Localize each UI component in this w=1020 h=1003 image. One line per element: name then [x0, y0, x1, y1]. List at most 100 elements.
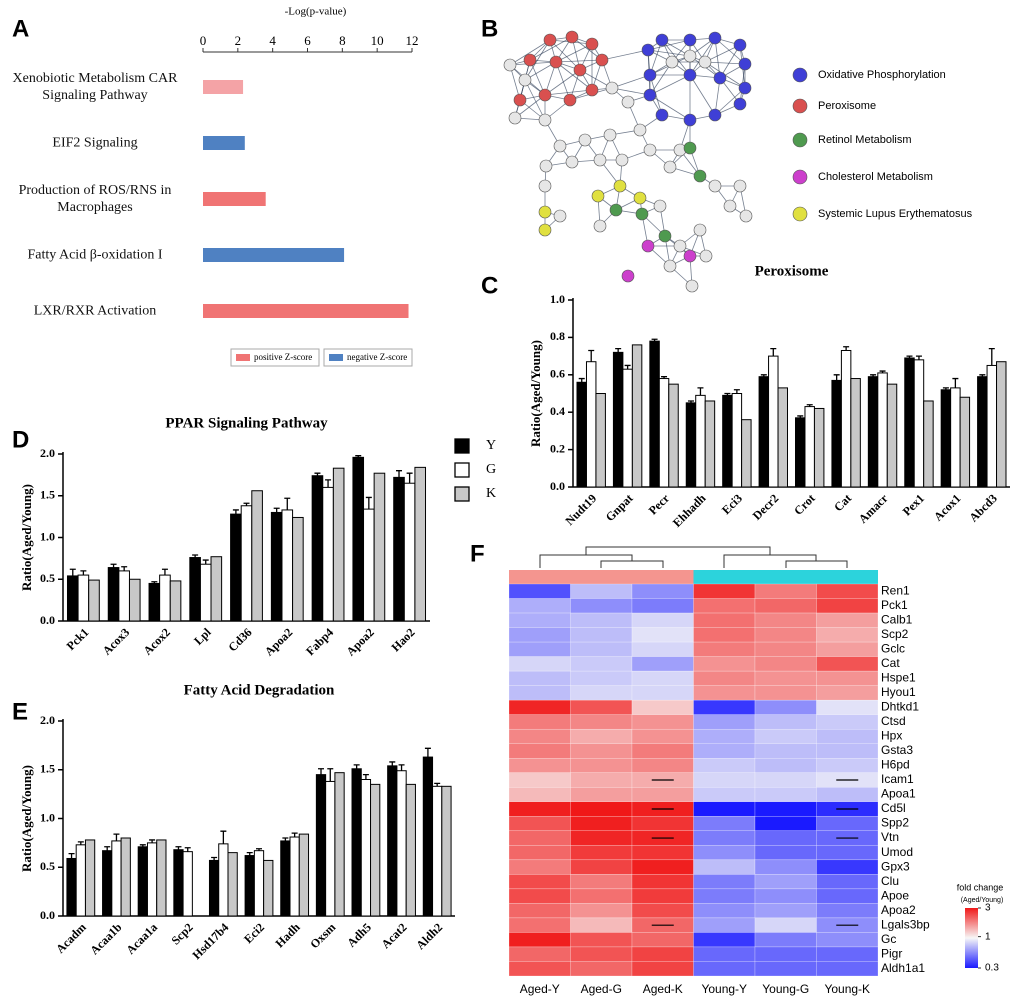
heatmap-cell	[754, 830, 817, 846]
bar	[218, 843, 229, 917]
bar	[210, 556, 223, 622]
network-node	[538, 179, 552, 193]
x-axis-title: -Log(p-value)	[285, 6, 347, 18]
bar	[66, 857, 77, 917]
network-node	[713, 71, 727, 85]
network-edge	[611, 87, 651, 96]
error-bar	[314, 472, 321, 476]
network-node	[698, 55, 712, 69]
network-edge	[555, 43, 593, 63]
heatmap-cell	[693, 932, 756, 948]
y-tick-label: 0.0	[550, 479, 565, 493]
legend-swatch	[454, 438, 470, 454]
x-tick-label: Pck1	[64, 625, 92, 653]
error-bar	[588, 349, 595, 362]
x-tick-label: Ehhadh	[670, 491, 709, 530]
network-node	[553, 139, 567, 153]
bar	[704, 400, 716, 488]
error-bar	[879, 370, 886, 373]
legend-swatch	[454, 462, 470, 478]
heatmap-cell	[816, 961, 879, 977]
error-bar	[979, 374, 986, 377]
network-node	[633, 123, 647, 137]
network-edge	[704, 44, 741, 63]
legend-label: G	[486, 462, 496, 477]
heatmap-cell	[508, 598, 571, 614]
row-label: Gsta3	[881, 743, 913, 757]
heatmap-cell	[693, 743, 756, 759]
heatmap-cell	[816, 641, 879, 657]
legend-box	[323, 348, 413, 367]
y-tick-label: 1.5	[40, 762, 55, 776]
bar	[203, 248, 345, 262]
network-node	[693, 223, 707, 237]
network-edge	[571, 36, 603, 61]
heatmap-cell	[508, 787, 571, 802]
network-node	[593, 153, 607, 167]
colorbar-title: fold change	[957, 882, 1004, 892]
heatmap-cell	[570, 612, 633, 628]
y-axis-title: Ratio(Aged/Young)	[528, 340, 543, 447]
heatmap-cell	[508, 888, 571, 904]
heatmap-cell	[754, 627, 817, 643]
row-label: Hyou1	[881, 685, 916, 699]
heatmap-cell	[508, 583, 571, 599]
network-node	[578, 133, 592, 147]
error-bar	[424, 747, 431, 758]
x-tick-label: Acox1	[931, 491, 964, 524]
heatmap-cell	[754, 903, 817, 919]
y-tick-label: 2.0	[40, 446, 55, 460]
panel-label: D	[12, 426, 29, 453]
heatmap-cell	[816, 816, 879, 832]
error-bar	[733, 389, 740, 394]
heatmap-cell	[570, 641, 633, 657]
network-edge	[611, 74, 651, 89]
network-edge	[555, 61, 571, 101]
heatmap-cell	[754, 670, 817, 686]
heatmap-cell	[754, 714, 817, 730]
bar	[741, 419, 752, 488]
x-tick-label: Hao2	[388, 625, 417, 654]
row-label: Umod	[881, 845, 913, 859]
error-bar	[353, 764, 360, 769]
heatmap-cell	[631, 670, 694, 686]
legend-swatch	[329, 354, 343, 361]
heatmap-cell	[816, 699, 879, 715]
error-bar	[843, 346, 850, 351]
heatmap-cell	[754, 801, 817, 817]
network-node	[738, 57, 752, 71]
heatmap-cell	[693, 874, 756, 890]
bar	[298, 833, 310, 917]
error-bar	[362, 773, 369, 780]
heatmap-cell	[816, 874, 879, 890]
legend-label: Y	[486, 438, 496, 453]
heatmap-cell	[570, 787, 633, 802]
legend-box	[230, 348, 320, 367]
bar	[685, 402, 697, 488]
group-bar	[693, 570, 755, 584]
dendrogram	[539, 546, 848, 568]
network-node	[585, 37, 599, 51]
bar	[959, 396, 971, 488]
heatmap-cell	[570, 714, 633, 730]
heatmap-cell	[754, 946, 817, 962]
network-node	[549, 55, 563, 69]
bar	[173, 849, 184, 917]
bar	[405, 783, 416, 917]
row-label: Gc	[881, 932, 896, 946]
x-tick-label: Acox3	[100, 625, 133, 658]
error-bar	[104, 846, 111, 851]
y-axis-title: Ratio(Aged/Young)	[19, 484, 34, 591]
bar	[107, 567, 120, 622]
y-tick-label: 1.5	[40, 488, 55, 502]
heatmap-cell	[693, 627, 756, 643]
bar	[244, 855, 255, 917]
network-node	[733, 97, 747, 111]
network-node	[518, 73, 532, 87]
bar	[230, 513, 242, 622]
error-bar	[389, 761, 396, 766]
network-node	[739, 209, 753, 223]
heatmap-cell	[816, 903, 879, 919]
bar	[370, 783, 381, 917]
